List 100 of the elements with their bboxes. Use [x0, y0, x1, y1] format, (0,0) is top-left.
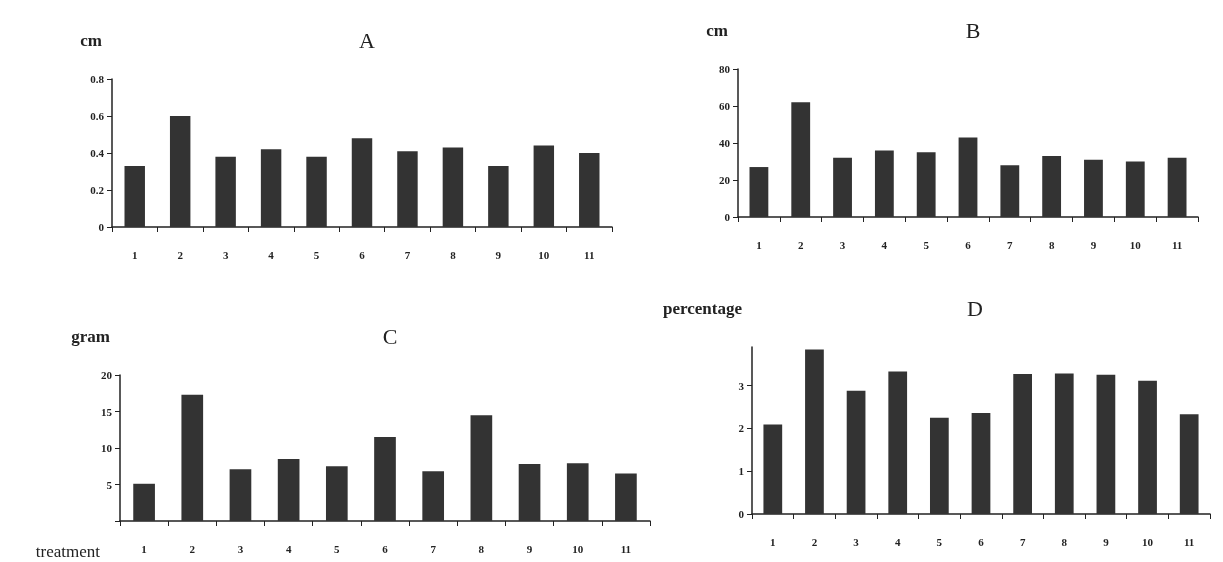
x-tick-label: 6: [978, 535, 985, 548]
x-tick-label: 5: [936, 535, 943, 548]
x-tick-label: 5: [313, 248, 320, 261]
bar: [133, 483, 155, 521]
x-tick-label: 2: [177, 248, 184, 261]
y-tick-label: 60: [719, 100, 731, 112]
x-tick-label: 2: [811, 535, 818, 548]
x-tick-label: 7: [1019, 535, 1026, 548]
bar: [1138, 380, 1157, 514]
y-tick-label: 40: [719, 137, 731, 149]
x-axis-title: treatment: [35, 542, 101, 561]
bar: [1125, 161, 1145, 217]
y-tick-label: 0: [738, 508, 745, 520]
bar: [518, 464, 541, 521]
bar: [1000, 165, 1020, 217]
y-tick-label: 80: [719, 63, 731, 75]
y-tick-label: 0.4: [90, 147, 105, 159]
bar: [229, 469, 252, 521]
x-tick-label: 7: [1007, 238, 1014, 251]
x-tick-label: 7: [404, 248, 411, 261]
bar: [1167, 157, 1187, 217]
bar: [971, 412, 991, 514]
y-tick-label: 0.6: [90, 110, 105, 122]
bar: [846, 390, 866, 514]
y-axis-title: gram: [71, 327, 110, 346]
bar: [470, 415, 493, 521]
x-tick-label: 11: [584, 248, 595, 261]
x-tick-label: 8: [1048, 238, 1055, 251]
x-tick-label: 5: [334, 542, 341, 555]
x-tick-label: 6: [382, 542, 389, 555]
x-tick-label: 1: [141, 542, 147, 555]
bar: [1084, 159, 1103, 217]
chart-title: B: [965, 17, 981, 43]
x-tick-label: 8: [478, 542, 485, 555]
x-tick-label: 3: [237, 542, 244, 555]
x-tick-label: 6: [965, 238, 972, 251]
bar: [805, 349, 824, 514]
y-axis-title: cm: [80, 31, 102, 50]
bar: [615, 473, 637, 521]
x-tick-label: 9: [526, 542, 533, 555]
x-tick-label: 4: [894, 535, 901, 548]
y-axis-title: percentage: [662, 299, 743, 318]
bar: [442, 147, 464, 227]
x-tick-label: 10: [572, 542, 584, 555]
bar: [1179, 414, 1199, 514]
bar: [958, 137, 978, 217]
bar: [181, 394, 204, 521]
x-tick-label: 4: [285, 542, 292, 555]
x-tick-label: 3: [853, 535, 860, 548]
y-axis-title: cm: [706, 21, 728, 40]
y-tick-label: 0: [724, 211, 731, 223]
bar: [763, 424, 783, 514]
y-tick-label: 15: [101, 405, 113, 418]
y-tick-label: 10: [101, 442, 113, 454]
x-tick-label: 1: [131, 248, 138, 261]
x-tick-label: 9: [1090, 238, 1097, 251]
x-tick-label: 2: [797, 238, 804, 251]
bar: [749, 167, 769, 217]
x-tick-label: 9: [495, 248, 502, 261]
x-tick-label: 2: [189, 542, 196, 555]
x-tick-label: 8: [1061, 535, 1068, 548]
bar: [1096, 374, 1116, 514]
bar: [277, 458, 300, 521]
y-tick-label: 5: [106, 478, 113, 491]
y-tick-label: 3: [738, 379, 745, 392]
bar: [888, 371, 908, 514]
chart-title: A: [359, 27, 376, 53]
x-tick-label: 8: [450, 248, 457, 261]
bar: [1013, 373, 1032, 514]
x-tick-label: 11: [1183, 535, 1195, 548]
bar: [260, 149, 282, 227]
bar: [874, 150, 894, 217]
bar: [215, 156, 236, 227]
bar: [916, 152, 936, 217]
bar: [306, 156, 327, 227]
y-tick-label: 1: [738, 465, 744, 478]
x-tick-label: 4: [268, 248, 275, 261]
bar: [833, 157, 852, 217]
bar: [579, 153, 600, 227]
x-tick-label: 5: [923, 238, 930, 251]
y-tick-label: 20: [719, 174, 731, 186]
x-tick-label: 9: [1103, 535, 1110, 548]
bar: [566, 463, 589, 521]
bar: [124, 165, 145, 227]
bar: [791, 102, 811, 217]
bar: [325, 466, 348, 521]
x-tick-label: 7: [430, 542, 437, 555]
bar: [1054, 373, 1074, 514]
x-tick-label: 10: [1129, 238, 1142, 251]
y-tick-label: 2: [738, 422, 745, 435]
chart-title: C: [382, 323, 398, 349]
bar: [351, 138, 373, 227]
x-tick-label: 6: [359, 248, 366, 261]
bar: [488, 165, 509, 227]
x-tick-label: 10: [1142, 535, 1154, 548]
x-tick-label: 11: [620, 542, 632, 555]
bar: [929, 417, 949, 514]
bar: [422, 471, 445, 521]
y-tick-label: 0: [98, 221, 105, 233]
x-tick-label: 4: [881, 238, 888, 251]
